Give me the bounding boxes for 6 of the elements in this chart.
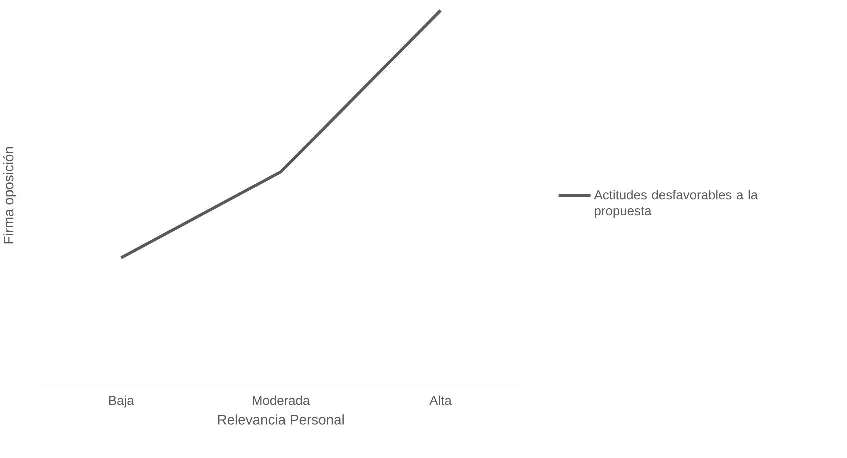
legend-label: Actitudes desfavorables a la propuesta (594, 190, 758, 218)
x-axis-title: Relevancia Personal (218, 414, 344, 425)
x-tick-label: Alta (430, 396, 452, 406)
x-tick-label: Baja (110, 396, 134, 408)
x-tick-label: Moderada (253, 396, 310, 406)
y-axis-title: Firma oposición (3, 147, 16, 244)
